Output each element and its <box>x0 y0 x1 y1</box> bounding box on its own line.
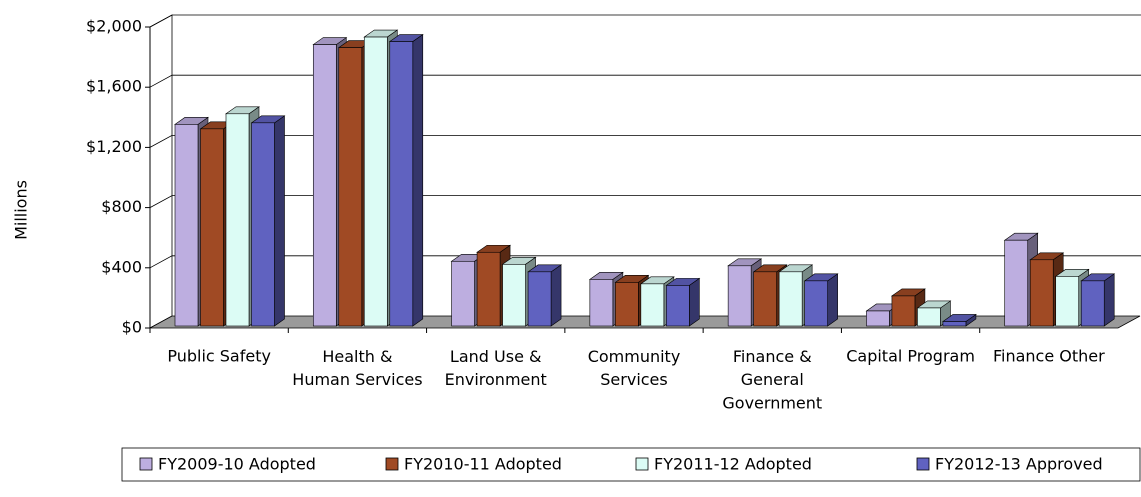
legend-label: FY2009-10 Adopted <box>158 455 316 474</box>
legend-label: FY2011-12 Adopted <box>654 455 812 474</box>
bar-front <box>1080 280 1105 327</box>
y-tick-label: $2,000 <box>86 17 142 36</box>
legend-swatch <box>139 457 153 471</box>
bar-front <box>753 271 777 327</box>
bar-front <box>502 263 526 327</box>
bar-front <box>1029 259 1054 327</box>
bar <box>250 115 286 327</box>
bar <box>527 264 563 327</box>
y-tick-label: $400 <box>101 257 142 276</box>
bar-front <box>174 124 199 327</box>
bar-front <box>1055 276 1080 327</box>
bar-front <box>891 295 916 327</box>
bar-side <box>412 33 424 327</box>
x-tick-label: Finance Other <box>993 347 1105 366</box>
legend-swatch <box>635 457 649 471</box>
bar-front <box>589 279 614 327</box>
legend-label: FY2012-13 Approved <box>935 455 1103 474</box>
x-tick-label: Capital Program <box>846 347 975 366</box>
bar-front <box>338 47 363 327</box>
bar-front <box>866 310 890 327</box>
bar-front <box>363 36 388 327</box>
bar-front <box>727 265 752 327</box>
bar-front <box>527 271 552 327</box>
grid-line <box>149 134 1141 148</box>
grid-line <box>149 74 1141 88</box>
y-tick-label: $0 <box>122 318 142 337</box>
x-tick-label: Land Use & Environment <box>445 347 547 389</box>
y-tick-label: $800 <box>101 197 142 216</box>
bar-front <box>312 44 337 327</box>
bar-front <box>640 283 665 327</box>
bar <box>665 277 701 327</box>
x-tick-label: Finance & General Government <box>722 347 822 412</box>
bar-front <box>1004 239 1029 327</box>
x-tick-label: Health & Human Services <box>292 347 422 389</box>
bar <box>803 273 839 327</box>
bar <box>1080 273 1116 327</box>
x-tick-label: Community Services <box>588 347 681 389</box>
bar-side <box>550 264 562 327</box>
grid-line <box>149 195 1141 208</box>
legend-swatch <box>385 457 399 471</box>
x-tick-label: Public Safety <box>167 347 271 366</box>
grid-line <box>149 14 1141 28</box>
bar-front <box>251 122 275 327</box>
bar-side <box>1103 273 1115 327</box>
bar-front <box>778 271 803 327</box>
y-tick-label: $1,200 <box>86 137 142 156</box>
bar-front <box>666 285 690 327</box>
bar-side <box>274 115 285 327</box>
back-wall <box>149 14 173 329</box>
legend-label: FY2010-11 Adopted <box>404 455 562 474</box>
legend-box <box>121 447 1141 482</box>
bar-front <box>389 41 414 327</box>
bar-front <box>225 113 250 327</box>
bar-front <box>917 307 941 327</box>
bar-front <box>476 251 501 327</box>
bar-front <box>804 280 828 327</box>
bar-side <box>827 273 838 327</box>
legend-swatch <box>916 457 930 471</box>
y-tick-label: $1,600 <box>86 77 142 96</box>
bar <box>388 33 424 327</box>
y-axis-label: Millions <box>12 180 31 240</box>
bar-front <box>200 128 224 327</box>
bar-front <box>615 282 639 327</box>
grid-line <box>149 255 1141 269</box>
bar-front <box>451 260 475 327</box>
bar <box>941 313 977 327</box>
bar-front <box>942 321 967 327</box>
bar-side <box>689 277 700 327</box>
